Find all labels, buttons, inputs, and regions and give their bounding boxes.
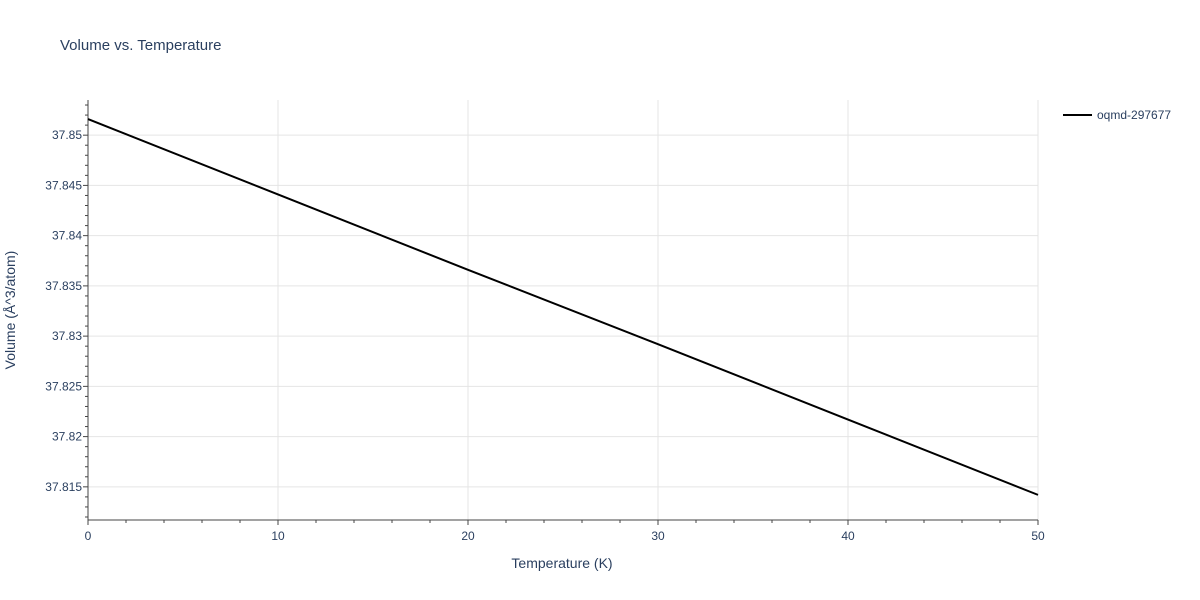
legend[interactable]: oqmd-297677 <box>1063 108 1171 122</box>
x-tick-label: 20 <box>461 529 475 543</box>
y-tick-label: 37.835 <box>45 279 82 293</box>
y-tick-label: 37.83 <box>52 329 82 343</box>
y-tick-label: 37.85 <box>52 128 82 142</box>
y-tick-label: 37.825 <box>45 379 82 393</box>
x-tick-label: 0 <box>85 529 92 543</box>
x-tick-label: 50 <box>1031 529 1045 543</box>
legend-label: oqmd-297677 <box>1097 108 1171 122</box>
x-tick-label: 30 <box>651 529 665 543</box>
y-tick-label: 37.815 <box>45 480 82 494</box>
y-tick-label: 37.84 <box>52 229 82 243</box>
axes: 0 10 20 30 40 50 37.815 37.82 37.825 37.83 37.835 3… <box>45 100 1045 543</box>
grid <box>88 100 1039 520</box>
series-line[interactable] <box>87 118 1039 496</box>
x-axis-label: Temperature (K) <box>511 555 612 571</box>
x-tick-label: 40 <box>841 529 855 543</box>
series <box>87 118 1039 496</box>
y-axis-label: Volume (Å^3/atom) <box>2 251 18 370</box>
y-tick-label: 37.845 <box>45 178 82 192</box>
y-tick-label: 37.82 <box>52 430 82 444</box>
chart-title: Volume vs. Temperature <box>60 37 221 54</box>
x-tick-label: 10 <box>271 529 285 543</box>
